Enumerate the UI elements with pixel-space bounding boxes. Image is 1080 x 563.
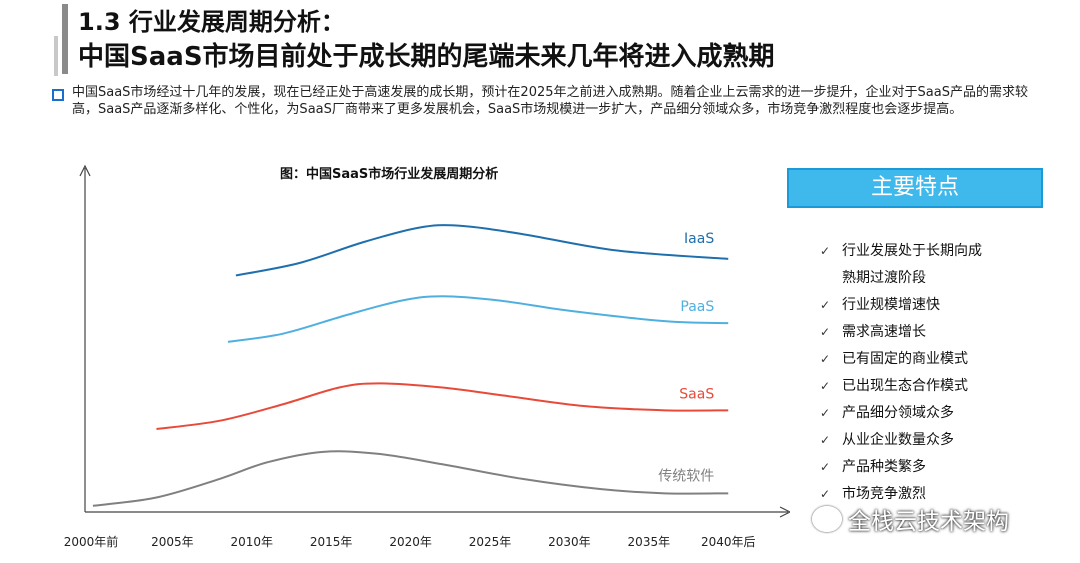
watermark: 全栈云技术架构: [812, 502, 1009, 536]
title-accent-bar: [62, 4, 68, 74]
x-tick-label: 2025年: [469, 535, 512, 549]
section-title: 1.3 行业发展周期分析：: [78, 8, 345, 36]
feature-item: 需求高速增长: [820, 319, 1060, 346]
feature-item: 行业发展处于长期向成: [820, 238, 1060, 265]
bullet-square-icon: [52, 89, 64, 101]
feature-item: 已出现生态合作模式: [820, 373, 1060, 400]
title-accent-bar-secondary: [54, 36, 58, 76]
x-tick-label: 2010年: [230, 535, 273, 549]
chart-series-labels: IaaS PaaS SaaS 传统软件: [658, 231, 714, 484]
feature-item: 市场竞争激烈: [820, 481, 1060, 508]
feature-item: 从业企业数量众多: [820, 427, 1060, 454]
chart-series-lines: [92, 224, 729, 507]
series-label: PaaS: [680, 299, 714, 315]
chart-tick-labels: 2000年前 2005年 2010年 2015年 2020年 2025年 2030年 2035…: [64, 534, 756, 549]
feature-item: 行业规模增速快: [820, 292, 1060, 319]
page-title: 中国SaaS市场目前处于成长期的尾端未来几年将进入成熟期: [78, 42, 775, 72]
feature-item: 已有固定的商业模式: [820, 346, 1060, 373]
x-tick-label: 2035年: [628, 535, 671, 549]
watermark-text: 全栈云技术架构: [848, 509, 1009, 535]
x-tick-label: 2005年: [151, 535, 194, 549]
x-tick-label: 2020年: [389, 535, 432, 549]
features-header: 主要特点: [787, 168, 1043, 208]
x-tick-label: 2015年: [310, 535, 353, 549]
series-line: [92, 450, 729, 507]
series-label: 传统软件: [658, 468, 714, 484]
series-line: [235, 224, 729, 277]
feature-item: 产品细分领域众多: [820, 400, 1060, 427]
feature-item: 熟期过渡阶段: [842, 270, 926, 286]
x-axis-arrow: [779, 506, 790, 518]
y-axis-arrow: [79, 164, 91, 177]
series-label: SaaS: [679, 386, 714, 402]
intro-paragraph: 中国SaaS市场经过十几年的发展，现在已经正处于高速发展的成长期，预计在2025…: [72, 85, 1028, 117]
series-label: IaaS: [684, 231, 714, 247]
feature-item: 产品种类繁多: [820, 454, 1060, 481]
x-tick-label: 2000年前: [64, 534, 119, 549]
features-list: 行业发展处于长期向成熟期过渡阶段行业规模增速快需求高速增长已有固定的商业模式已出…: [820, 238, 1060, 508]
chart-axes: [79, 164, 790, 518]
series-line: [156, 382, 729, 430]
chart-title: 图：中国SaaS市场行业发展周期分析: [280, 167, 499, 182]
x-tick-label: 2040年后: [701, 535, 756, 549]
wechat-logo-icon: [812, 506, 842, 532]
series-line: [227, 295, 729, 343]
x-tick-label: 2030年: [548, 535, 591, 549]
